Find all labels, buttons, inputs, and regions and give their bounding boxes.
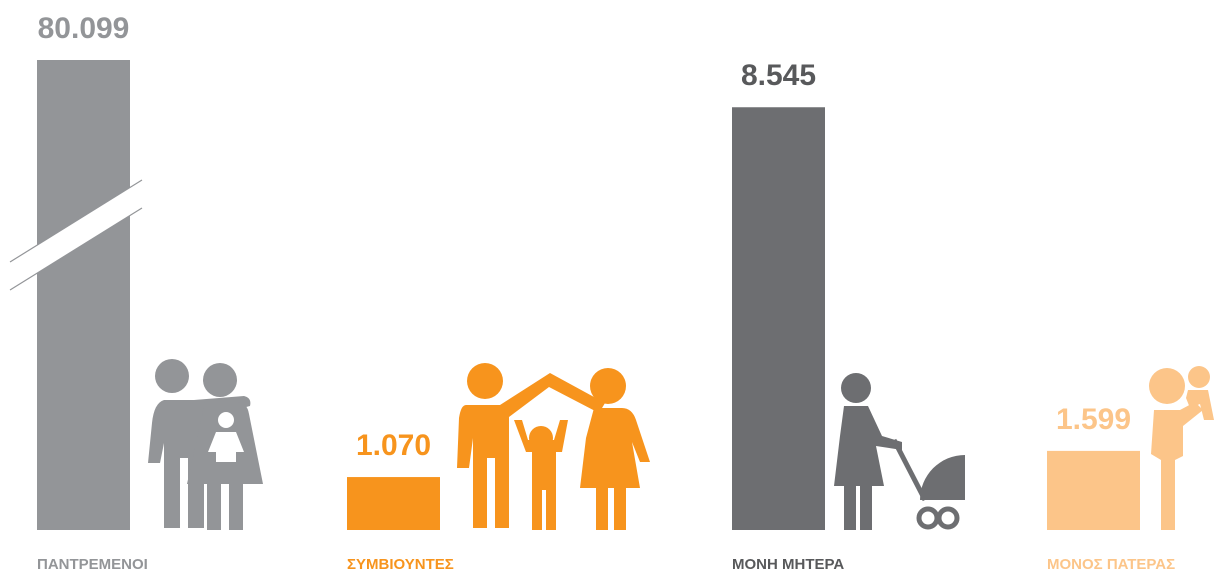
value-label: 8.545 [741, 59, 816, 92]
icon-single-father [1149, 366, 1214, 530]
value-label: 1.070 [356, 429, 431, 462]
category-label: ΜΟΝΗ ΜΗΤΕΡΑ [732, 556, 844, 573]
bar [37, 60, 130, 530]
bar [1047, 450, 1140, 530]
category-label: ΜΟΝΟΣ ΠΑΤΕΡΑΣ [1047, 556, 1175, 573]
bar [732, 107, 825, 530]
icon-cohabiting [457, 363, 650, 530]
bar [347, 477, 440, 530]
axis-break-gap [10, 180, 142, 290]
icon-single-mother [834, 373, 965, 530]
category-label: ΣΥΜΒΙΟΥΝΤΕΣ [347, 556, 454, 573]
value-label: 80.099 [38, 12, 130, 45]
category-label: ΠΑΝΤΡΕΜΕΝΟΙ [37, 556, 148, 573]
bars [37, 60, 1140, 530]
value-label: 1.599 [1056, 403, 1131, 436]
axis-break-line [9, 207, 143, 291]
axis-break-line [9, 179, 143, 263]
icon-married [148, 359, 263, 530]
